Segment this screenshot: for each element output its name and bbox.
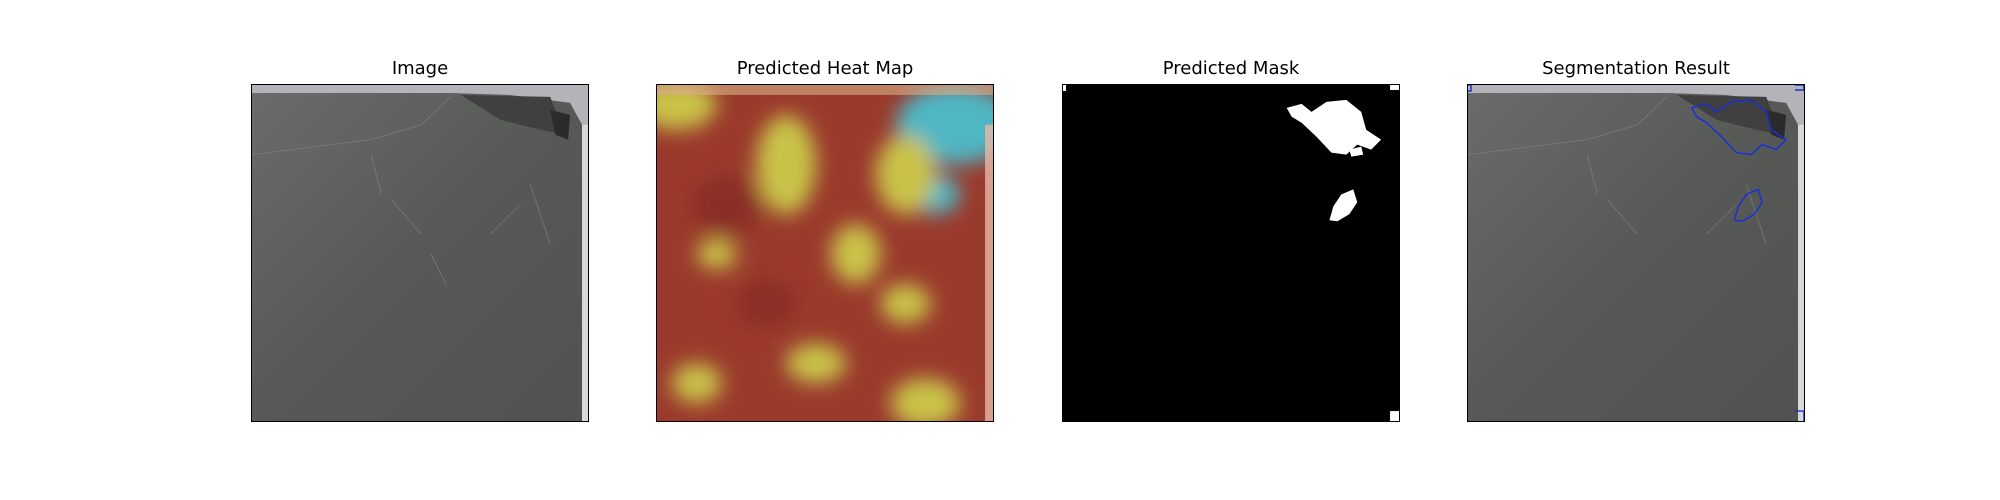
segmentation-title: Segmentation Result (1542, 58, 1730, 79)
mask-title: Predicted Mask (1162, 58, 1300, 79)
image-panel (251, 84, 589, 422)
heatmap-overlay (657, 85, 993, 421)
segmentation-panel (1467, 84, 1805, 422)
image-title: Image (391, 58, 449, 79)
heatmap-title: Predicted Heat Map (736, 58, 914, 79)
heatmap-panel (656, 84, 994, 422)
segmentation-overlay (1468, 85, 1804, 421)
binary-mask (1063, 85, 1399, 421)
defect-contours (1468, 85, 1804, 421)
mask-panel (1062, 84, 1400, 422)
surface-photo (252, 85, 588, 421)
